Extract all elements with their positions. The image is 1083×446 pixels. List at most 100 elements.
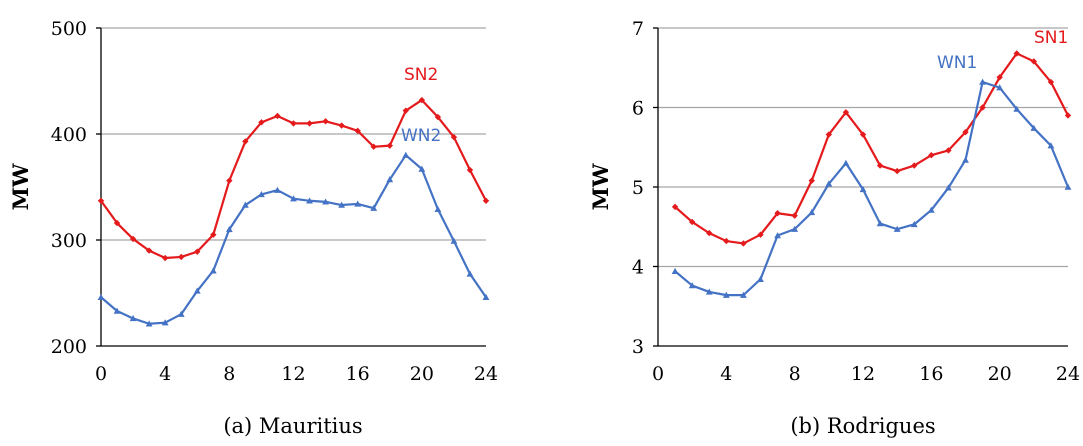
data-point: [962, 128, 969, 136]
chart-b: 3 4 5 6 7 0 4 8 12 16 20 24 MW (b) Rodrigues SN1 WN1: [588, 18, 1080, 438]
data-point: [194, 248, 201, 255]
y-tick-label: 4: [632, 257, 644, 279]
data-point: [129, 315, 137, 322]
data-point: [113, 219, 121, 227]
data-point: [226, 177, 233, 184]
data-point: [859, 131, 867, 138]
x-tick-label: 12: [851, 363, 875, 385]
data-point: [274, 186, 281, 193]
x-tick-label: 24: [474, 363, 498, 385]
data-point: [893, 167, 901, 175]
data-point: [1064, 183, 1072, 190]
data-point: [927, 206, 935, 213]
data-point: [258, 191, 265, 198]
y-tick-label: 300: [51, 230, 87, 252]
data-point: [945, 147, 952, 154]
data-point: [722, 291, 730, 298]
data-point: [370, 204, 378, 211]
data-point: [911, 162, 918, 169]
series-line-wn1: [674, 80, 1070, 297]
x-tick-label: 20: [410, 363, 434, 385]
data-point: [1030, 124, 1038, 131]
y-tick-label: 500: [51, 18, 87, 40]
data-point: [97, 293, 105, 300]
data-point: [290, 120, 297, 127]
data-point: [225, 226, 233, 233]
data-point: [1013, 105, 1021, 112]
data-point: [418, 96, 426, 104]
series-label-wn2: WN2: [401, 126, 441, 146]
data-point: [209, 267, 217, 274]
chart-caption: (a) Mauritius: [223, 414, 362, 438]
data-point: [434, 205, 442, 212]
data-point: [825, 131, 833, 138]
data-point: [825, 180, 833, 187]
data-point: [893, 225, 901, 232]
data-point: [145, 320, 153, 327]
data-point: [808, 177, 815, 184]
data-point: [808, 209, 816, 216]
data-point: [322, 118, 329, 125]
x-tick-label: 16: [346, 363, 370, 385]
data-point: [791, 225, 799, 232]
data-point: [482, 197, 490, 204]
data-point: [1064, 112, 1072, 119]
data-point: [723, 237, 730, 245]
data-point: [370, 143, 377, 150]
x-tick-label: 4: [720, 363, 732, 385]
data-point: [774, 232, 781, 239]
data-point: [402, 107, 409, 114]
data-point: [338, 201, 346, 208]
x-tick-label: 0: [95, 363, 107, 385]
data-point: [241, 201, 249, 208]
data-point: [688, 218, 696, 226]
y-tick-label: 5: [632, 177, 644, 199]
data-point: [705, 288, 713, 295]
data-point: [161, 319, 169, 326]
data-point: [177, 310, 185, 317]
data-point: [129, 235, 137, 243]
x-tick-label: 8: [223, 363, 235, 385]
data-point: [1013, 50, 1020, 57]
data-point: [145, 247, 153, 254]
data-point: [740, 291, 747, 298]
x-tick-label: 16: [919, 363, 943, 385]
y-tick-label: 6: [632, 98, 644, 120]
data-point: [945, 184, 952, 191]
data-point: [876, 162, 884, 169]
data-point: [979, 78, 986, 85]
data-point: [113, 307, 121, 314]
data-point: [859, 185, 867, 193]
chart-caption: (b) Rodrigues: [790, 414, 935, 438]
data-point: [466, 270, 474, 277]
chart-a: 200 300 400 500 0 4 8 12 16 20 24 MW (a) Mauritius SN…: [8, 18, 498, 438]
data-point: [671, 203, 679, 211]
data-point: [910, 220, 918, 228]
data-point: [386, 176, 394, 183]
data-point: [210, 231, 217, 238]
data-point: [306, 120, 313, 127]
data-point: [193, 287, 201, 294]
data-point: [97, 197, 105, 204]
y-axis-label: MW: [588, 163, 613, 210]
data-point: [979, 104, 986, 111]
data-point: [450, 133, 458, 141]
data-point: [1030, 58, 1038, 65]
data-point: [842, 159, 850, 166]
data-point: [354, 127, 361, 135]
data-point: [791, 212, 798, 219]
data-point: [928, 152, 935, 159]
data-point: [402, 151, 410, 158]
data-point: [466, 166, 474, 174]
x-tick-label: 4: [159, 363, 171, 385]
data-point: [706, 229, 713, 237]
y-tick-label: 3: [632, 336, 644, 358]
data-point: [161, 254, 169, 262]
data-point: [1047, 78, 1055, 86]
data-point: [996, 84, 1004, 91]
data-point: [418, 165, 426, 172]
data-point: [242, 138, 249, 145]
data-point: [688, 282, 696, 289]
data-point: [996, 74, 1003, 81]
